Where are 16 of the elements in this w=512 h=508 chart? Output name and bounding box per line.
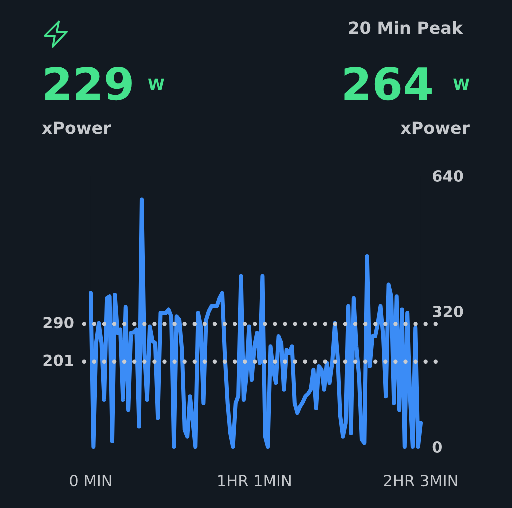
text: 264 <box>344 67 432 101</box>
text: xPower <box>400 122 470 134</box>
y-tick-label: 640 <box>433 170 464 182</box>
x-tick-label: 0 MIN <box>70 475 112 487</box>
text: 20 Min Peak <box>350 21 464 34</box>
ref-line-label: 290 <box>44 317 74 329</box>
text: W <box>148 78 164 90</box>
text: xPower <box>42 122 112 134</box>
line-series <box>88 198 424 450</box>
ref-line-label: 201 <box>44 354 74 366</box>
y-tick-label: 320 <box>433 306 464 318</box>
x-tick-label: 2HR 3MIN <box>384 475 458 487</box>
y-tick-label: 0 <box>432 441 442 454</box>
x-tick-label: 1HR 1MIN <box>218 475 291 486</box>
text: W <box>454 78 470 90</box>
text: 229 <box>46 67 132 101</box>
